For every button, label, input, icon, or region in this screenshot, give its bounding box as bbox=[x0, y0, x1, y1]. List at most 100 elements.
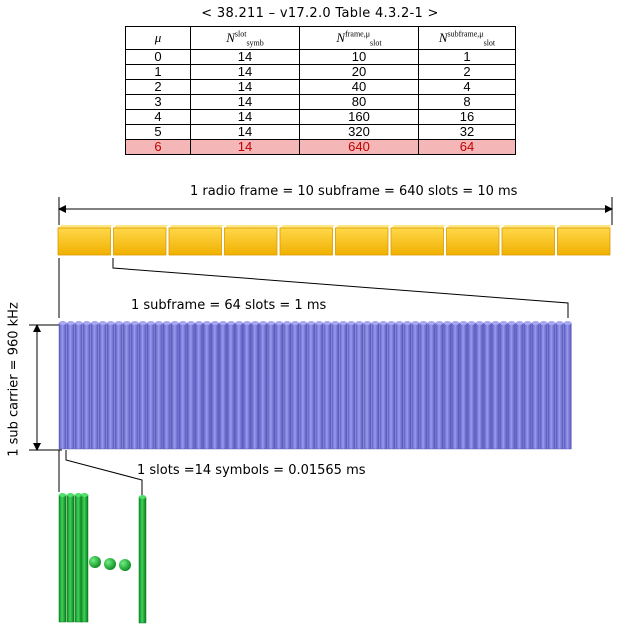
slot-bar bbox=[267, 322, 275, 450]
slot-bar bbox=[203, 322, 211, 450]
slot-bar bbox=[387, 322, 396, 450]
slot-bar-cap bbox=[299, 321, 307, 325]
symbol-bar bbox=[80, 494, 89, 623]
slot-bar-cap bbox=[523, 321, 532, 325]
slot-bar bbox=[347, 322, 356, 450]
slot-bar-cap bbox=[323, 321, 331, 325]
subframe-block bbox=[390, 227, 444, 256]
slot-bar-cap bbox=[371, 321, 379, 325]
slot-bar bbox=[459, 322, 468, 450]
table-cell: 64 bbox=[418, 139, 516, 155]
slot-bar-cap bbox=[427, 321, 436, 325]
slot-bar-cap bbox=[91, 321, 99, 325]
slot-bar bbox=[515, 322, 524, 450]
slot-bar-cap bbox=[99, 321, 107, 325]
slot-bar-cap bbox=[491, 321, 500, 325]
slot-bar-cap bbox=[283, 321, 291, 325]
slot-bar-cap bbox=[67, 321, 75, 325]
table-row: 2 14 40 4 bbox=[125, 79, 516, 95]
slot-bar bbox=[179, 322, 187, 450]
slot-bar-cap bbox=[475, 321, 484, 325]
slot-bar-cap bbox=[443, 321, 452, 325]
slot-bar-cap bbox=[315, 321, 323, 325]
slot-bar-cap bbox=[219, 321, 227, 325]
slot-bar bbox=[315, 322, 324, 450]
slot-bar-cap bbox=[75, 321, 83, 325]
subframe-label: 1 subframe = 64 slots = 1 ms bbox=[131, 298, 327, 313]
slot-bar-cap bbox=[291, 321, 299, 325]
subframe-block bbox=[279, 227, 333, 256]
slot-bar bbox=[451, 322, 460, 450]
subframe-block bbox=[57, 227, 111, 256]
header-symbols-per-slot: Nslotsymb bbox=[190, 26, 300, 50]
slot-bar-cap bbox=[363, 321, 371, 325]
subframe-block-top bbox=[280, 225, 335, 228]
slot-bar bbox=[395, 322, 404, 450]
subframe-block-top bbox=[335, 225, 390, 228]
slot-bar bbox=[235, 322, 243, 450]
slot-bar-cap bbox=[395, 321, 404, 325]
numerology-table: μ Nslotsymb Nframe,μslot Nsubframe,μslot… bbox=[125, 26, 516, 155]
table-row: 1 14 20 2 bbox=[125, 64, 516, 80]
slot-bar bbox=[227, 322, 235, 450]
slot-bar-cap bbox=[259, 321, 267, 325]
slot-bar bbox=[195, 322, 203, 450]
slot-bar bbox=[283, 322, 292, 450]
slot-bar bbox=[187, 322, 195, 450]
slot-bar-cap bbox=[563, 321, 572, 325]
ellipsis-dot bbox=[104, 558, 116, 570]
slot-bar bbox=[98, 322, 107, 450]
slot-bar bbox=[363, 322, 372, 450]
table-cell: 16 bbox=[418, 109, 516, 125]
subframe-block-top bbox=[502, 225, 557, 228]
slot-bar bbox=[154, 322, 163, 450]
slot-bar-cap bbox=[347, 321, 355, 325]
slot-bar bbox=[74, 322, 83, 450]
symbol-bar-cap bbox=[59, 493, 66, 497]
slot-bar bbox=[483, 322, 492, 450]
slot-bar-cap bbox=[243, 321, 251, 325]
slot-bar-cap bbox=[107, 321, 115, 325]
slot-bar-cap bbox=[235, 321, 243, 325]
symbol-bar-cap bbox=[81, 493, 88, 497]
subframe-block-top bbox=[557, 225, 612, 228]
slot-bar bbox=[323, 322, 332, 450]
subframe-row bbox=[57, 225, 612, 256]
slot-bar bbox=[371, 322, 380, 450]
slot-bar bbox=[171, 322, 179, 450]
slot-bar-cap bbox=[195, 321, 203, 325]
symbol-group bbox=[58, 493, 147, 624]
slot-bar-cap bbox=[483, 321, 492, 325]
slot-bar-cap bbox=[203, 321, 211, 325]
slot-bar bbox=[130, 322, 139, 450]
slot-bar bbox=[523, 322, 532, 450]
symbol-bar bbox=[138, 496, 147, 624]
slot-bar bbox=[162, 322, 171, 450]
slot-bar bbox=[403, 322, 412, 450]
slot-bar bbox=[339, 322, 348, 450]
slot-bar-cap bbox=[187, 321, 195, 325]
slot-bar-cap bbox=[131, 321, 139, 325]
subframe-block bbox=[557, 227, 611, 256]
table-row: 4 14 160 16 bbox=[125, 109, 516, 125]
subframe-zoom-line bbox=[112, 258, 569, 318]
slot-bar bbox=[219, 322, 227, 450]
slot-bar bbox=[243, 322, 251, 450]
slot-bar-cap bbox=[507, 321, 516, 325]
slot-bar-cap bbox=[147, 321, 155, 325]
slot-zoom-line-right bbox=[65, 450, 143, 495]
slot-bar bbox=[146, 322, 155, 450]
slot-bar-cap bbox=[211, 321, 219, 325]
slot-bar bbox=[138, 322, 147, 450]
slot-bar bbox=[563, 322, 572, 450]
radio-frame-label: 1 radio frame = 10 subframe = 640 slots … bbox=[190, 184, 518, 199]
subframe-block-top bbox=[391, 225, 446, 228]
ellipsis-dot bbox=[119, 559, 131, 571]
header-mu: μ bbox=[125, 26, 191, 50]
slot-bar bbox=[114, 322, 123, 450]
slot-bar-cap bbox=[435, 321, 444, 325]
slot-bar bbox=[507, 322, 516, 450]
slot-bar bbox=[539, 322, 548, 450]
slot-bar-cap bbox=[459, 321, 468, 325]
slot-bar bbox=[90, 322, 99, 450]
